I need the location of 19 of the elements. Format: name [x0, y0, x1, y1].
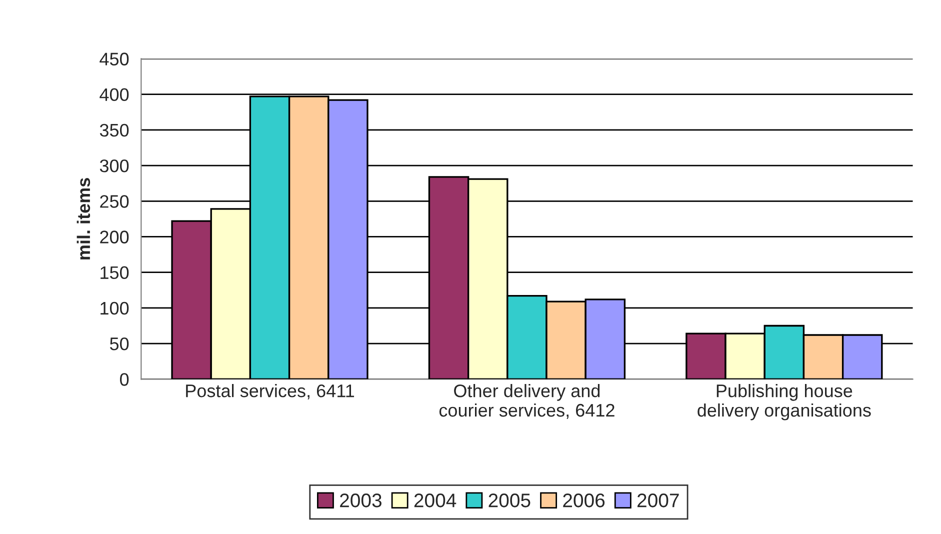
y-tick-label: 0	[120, 373, 129, 386]
legend-label: 2007	[638, 494, 679, 508]
y-tick-label: 50	[110, 337, 129, 350]
y-tick-label: 200	[100, 230, 129, 244]
y-tick-label: 150	[100, 266, 129, 280]
x-tick-label: Other delivery and courier services, 6412	[439, 384, 614, 419]
legend-label: 2004	[414, 494, 456, 508]
legend-label: 2003	[340, 494, 382, 508]
legend-label: 2005	[488, 494, 530, 508]
x-tick-label: Postal services, 6411	[186, 384, 354, 400]
y-axis-title: mil. items	[76, 178, 90, 260]
y-tick-label: 100	[100, 302, 129, 315]
y-tick-label: 250	[100, 195, 129, 208]
y-tick-label: 450	[100, 52, 129, 66]
x-tick-label: Publishing house delivery organisations	[698, 384, 871, 420]
legend-label: 2006	[563, 494, 605, 508]
y-tick-label: 400	[100, 88, 129, 102]
y-tick-label: 350	[100, 124, 129, 137]
y-tick-label: 300	[100, 159, 129, 172]
